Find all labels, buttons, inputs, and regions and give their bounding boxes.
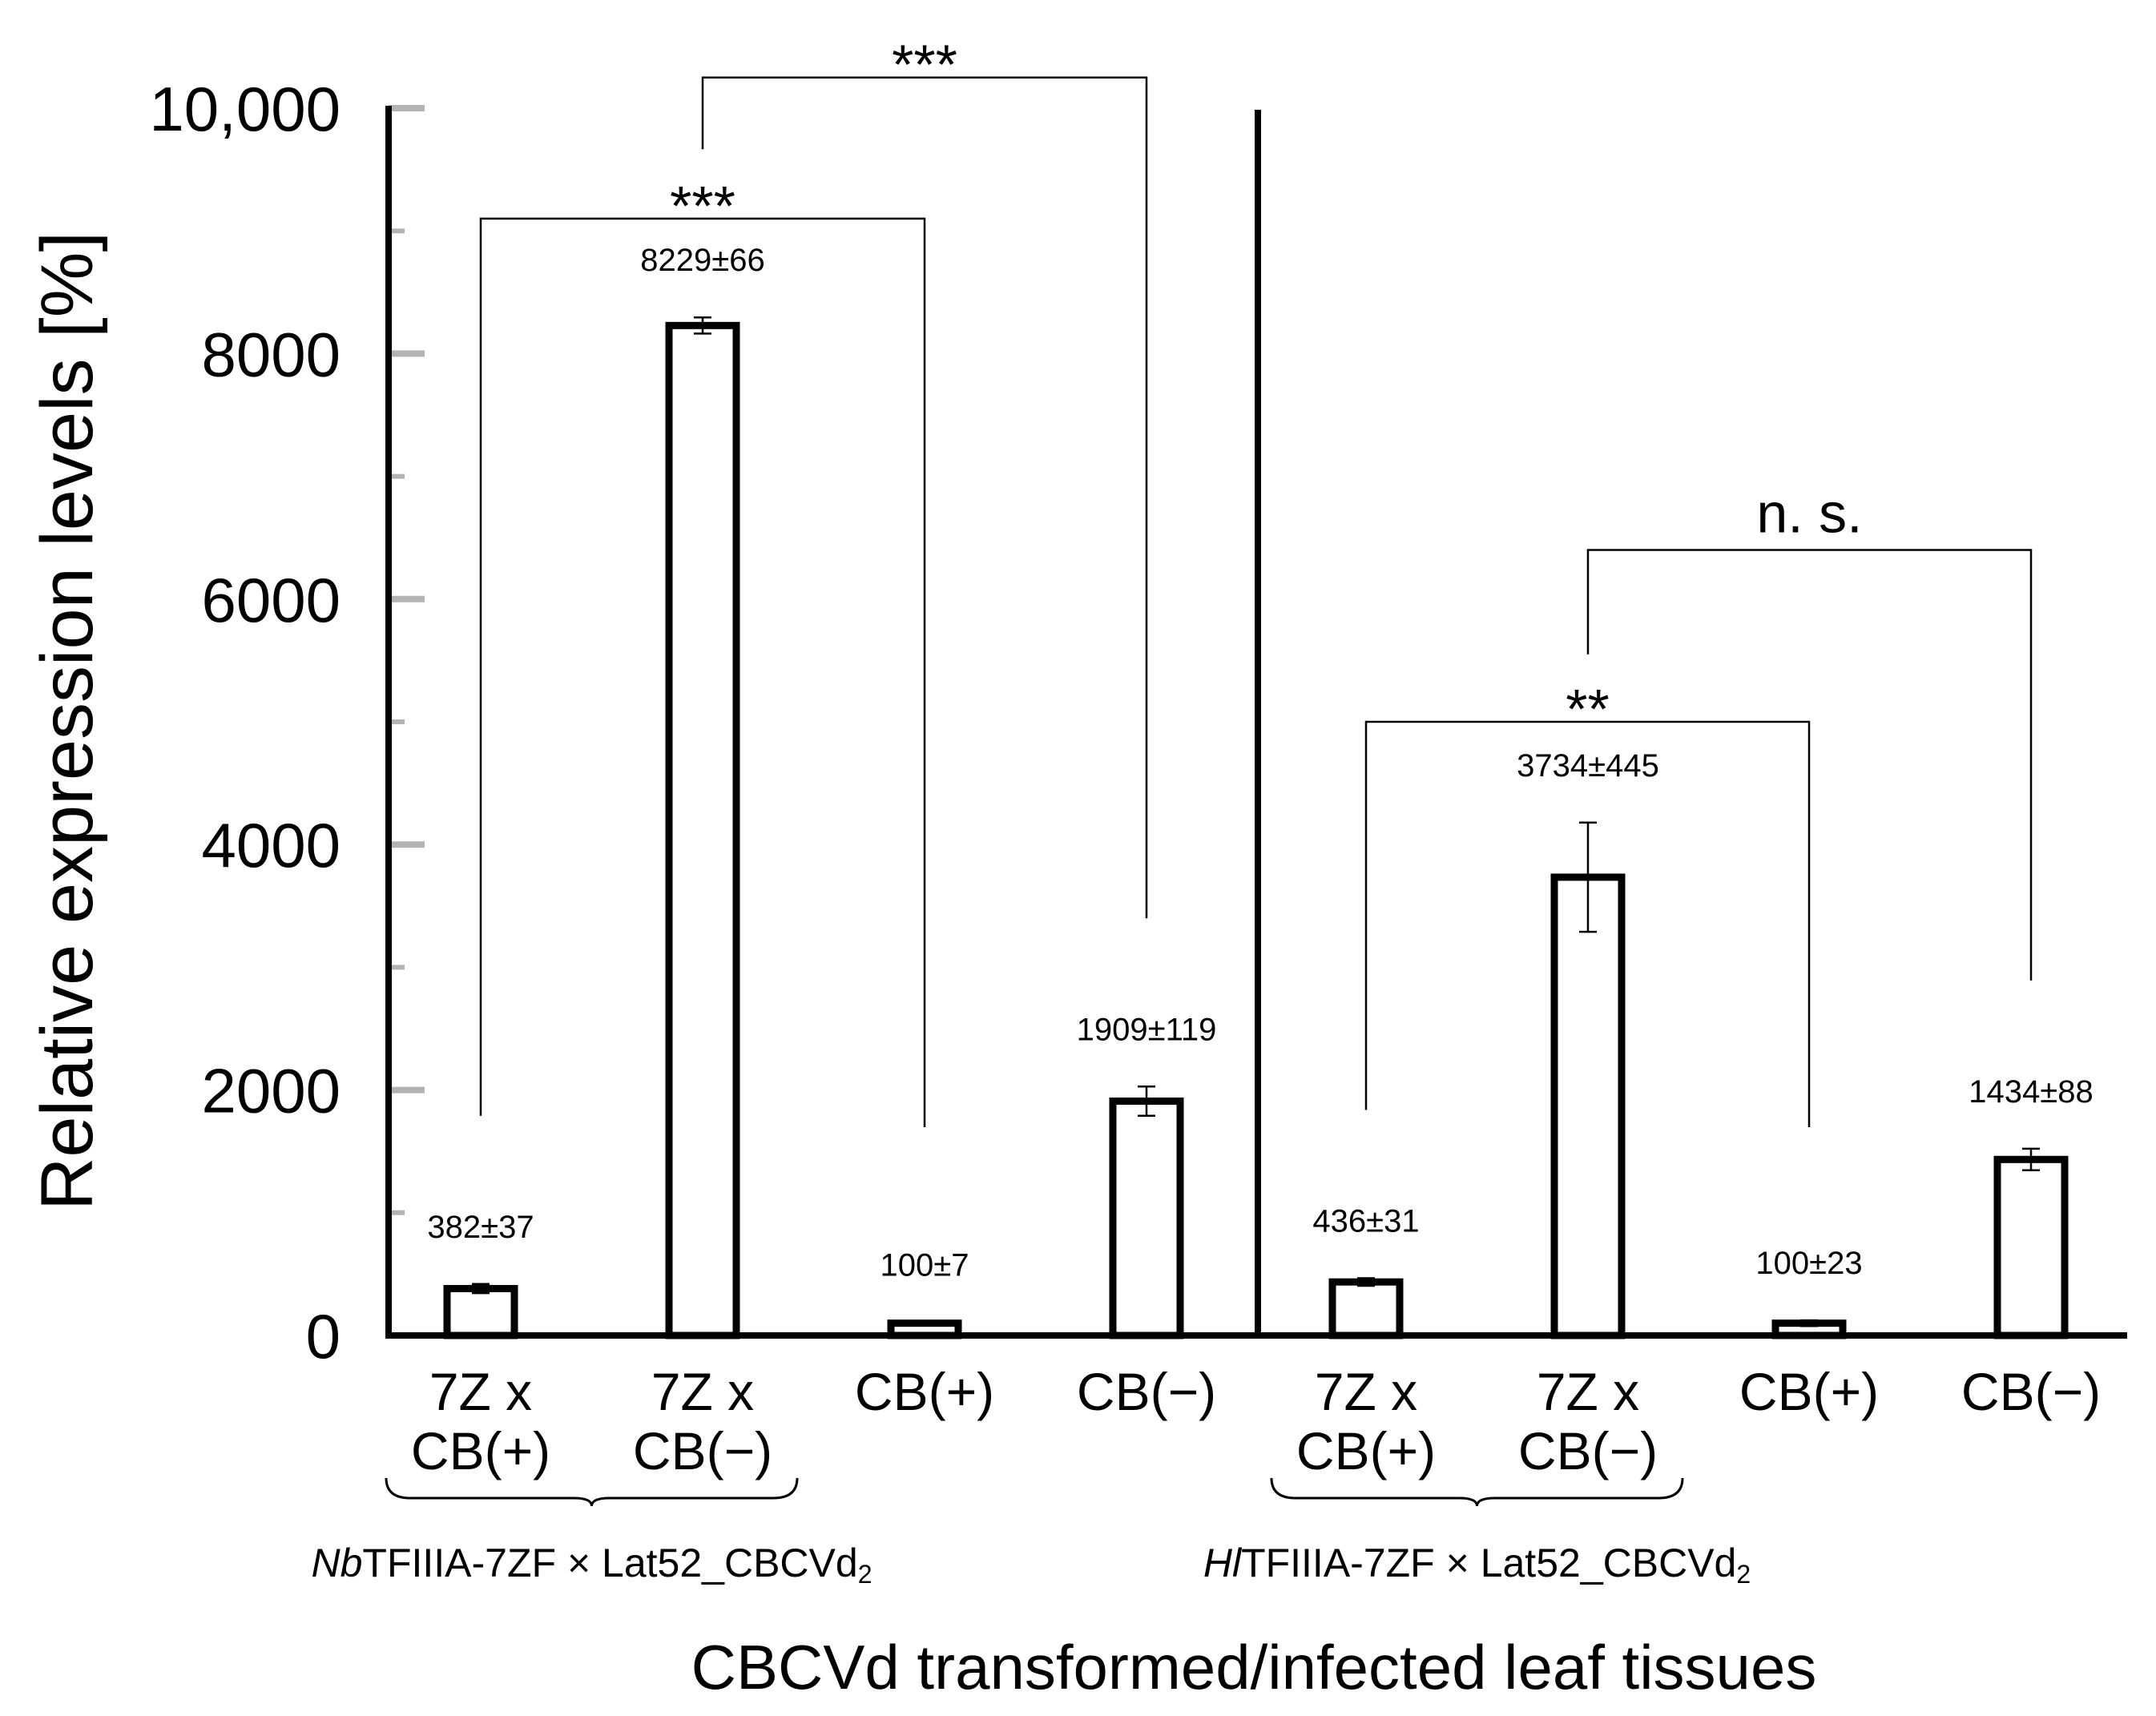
bar <box>1109 1098 1184 1339</box>
group-label: NbTFIIIA-7ZF × Lat52_CBCVd2 <box>311 1541 872 1589</box>
category-label: 7Z x <box>429 1362 532 1421</box>
significance-label: ** <box>1566 678 1609 740</box>
category-label: CB(−) <box>1961 1362 2101 1421</box>
group-brace <box>1270 1477 1684 1507</box>
bar <box>1328 1278 1404 1339</box>
y-tick-label: 4000 <box>201 810 341 880</box>
bar <box>1993 1155 2069 1339</box>
category-label: CB(−) <box>1518 1421 1658 1480</box>
category-label: CB(+) <box>855 1362 994 1421</box>
group-brace <box>385 1477 799 1507</box>
group-labels: NbTFIIIA-7ZF × Lat52_CBCVd2 HlTFIIIA-7ZF … <box>311 1477 1751 1589</box>
bar <box>443 1284 518 1339</box>
significance-bracket <box>1586 549 2033 981</box>
category-label: 7Z x <box>1315 1362 1417 1421</box>
axes <box>385 106 2127 1339</box>
category-label: CB(+) <box>1296 1421 1436 1480</box>
category-label: 7Z x <box>1537 1362 1639 1421</box>
y-axis-title: Relative expression levels [%] <box>26 232 108 1210</box>
category-label: CB(−) <box>1077 1362 1216 1421</box>
bars: 382±37 8229±66 100±7 1909±119 436±31 3734±445… <box>427 243 2094 1339</box>
y-tick-label: 10,000 <box>149 74 341 144</box>
category-label: CB(+) <box>411 1421 550 1480</box>
data-label: 1909±119 <box>1077 1012 1217 1047</box>
y-tick-label: 0 <box>306 1301 341 1372</box>
data-label: 436±31 <box>1312 1203 1419 1239</box>
y-tick-label: 2000 <box>201 1056 341 1126</box>
bar <box>665 321 740 1339</box>
data-label: 382±37 <box>427 1210 534 1245</box>
significance-label: *** <box>892 34 957 96</box>
data-label: 100±23 <box>1755 1246 1862 1281</box>
y-tick-label: 8000 <box>201 319 341 389</box>
significance-bracket <box>701 76 1148 919</box>
significance-brackets: ********n. s. <box>479 34 2033 1127</box>
category-label: CB(−) <box>633 1421 772 1480</box>
data-label: 1434±88 <box>1969 1074 2093 1110</box>
significance-bracket <box>1364 720 1811 1127</box>
y-tick-label: 6000 <box>201 565 341 635</box>
data-label: 8229±66 <box>640 243 764 278</box>
x-axis-title: CBCVd transformed/infected leaf tissues <box>691 1632 1817 1702</box>
category-labels: 7Z xCB(+)7Z xCB(−)CB(+) CB(−) 7Z xCB(+)7Z … <box>411 1362 2101 1480</box>
category-label: 7Z x <box>651 1362 754 1421</box>
significance-bracket <box>479 217 926 1127</box>
data-label: 100±7 <box>881 1248 969 1283</box>
category-label: CB(+) <box>1739 1362 1879 1421</box>
significance-label: n. s. <box>1756 482 1862 545</box>
bar <box>1550 873 1626 1339</box>
group-label: HlTFIIIA-7ZF × Lat52_CBCVd2 <box>1203 1541 1751 1589</box>
data-label: 3734±445 <box>1517 748 1659 783</box>
y-axis-ticks: 0 2000 4000 6000 8000 10,000 <box>149 74 425 1372</box>
significance-label: *** <box>670 175 735 237</box>
